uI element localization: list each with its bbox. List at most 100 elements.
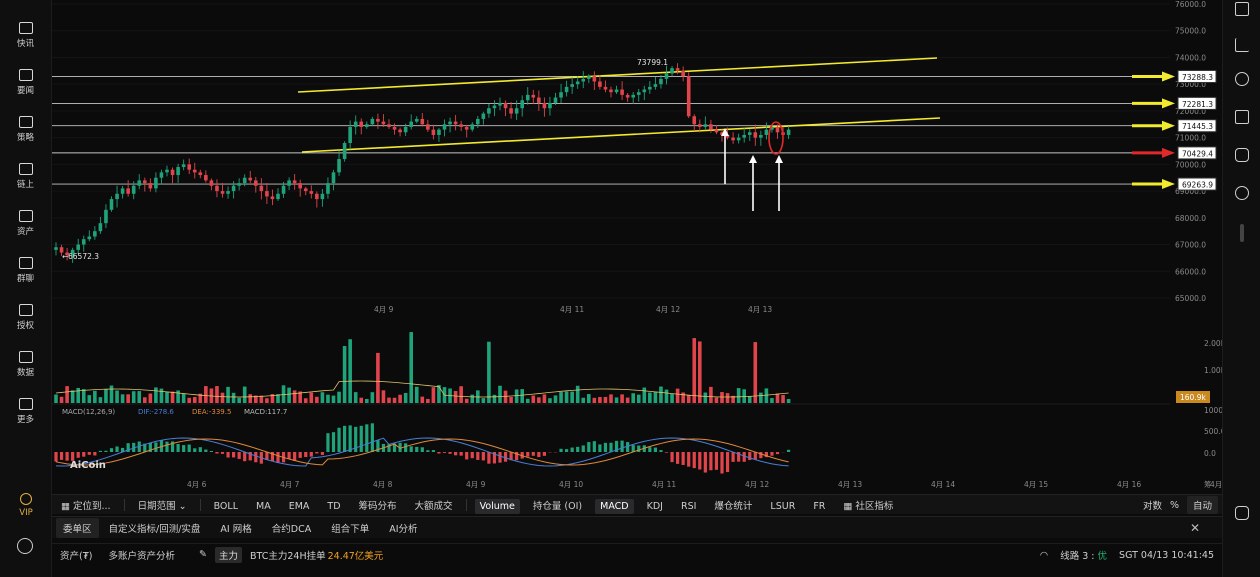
sidebar-item-2[interactable]: 策略 (0, 116, 51, 143)
candle-body[interactable] (254, 180, 258, 186)
candlestick-chart[interactable]: 76000.0 75000.0 74000.0 73000.0 72000.0 71000… (52, 0, 1234, 492)
candle-body[interactable] (575, 81, 580, 85)
candle-body[interactable] (370, 118, 375, 125)
chart-canvas[interactable]: 76000.0 75000.0 74000.0 73000.0 72000.0 71000… (52, 0, 1234, 492)
edit-pencil-icon[interactable]: ✎ (198, 549, 207, 560)
candle-body[interactable] (581, 78, 586, 82)
sidebar-item-6[interactable]: 授权 (0, 304, 51, 331)
candle-body[interactable] (470, 124, 475, 130)
candle-body[interactable] (120, 188, 125, 194)
compass-icon[interactable] (1235, 186, 1249, 200)
candle-body[interactable] (531, 94, 536, 98)
candle-body[interactable] (376, 118, 380, 122)
tab-0[interactable]: 委单区 (56, 517, 99, 538)
candle-body[interactable] (653, 84, 658, 87)
candle-body[interactable] (692, 116, 697, 125)
sub-indicator-6[interactable]: LSUR (770, 500, 796, 512)
candle-body[interactable] (420, 118, 425, 125)
calculator-icon[interactable] (1235, 110, 1249, 124)
sub-indicator-5[interactable]: 爆仓统计 (714, 500, 753, 512)
assistant-bot-icon[interactable] (1235, 506, 1249, 520)
candle-body[interactable] (736, 137, 741, 141)
close-panel-icon[interactable]: ✕ (1189, 521, 1200, 535)
candle-body[interactable] (686, 76, 691, 117)
drawing-tool-icon[interactable] (1235, 72, 1249, 86)
community-indicator-button[interactable]: ▦ 社区指标 (834, 498, 902, 512)
tab-3[interactable]: 合约DCA (271, 523, 312, 535)
candle-body[interactable] (659, 78, 663, 85)
candle-body[interactable] (592, 76, 597, 82)
sidebar-item-1[interactable]: 要闻 (0, 69, 51, 96)
candle-body[interactable] (476, 118, 480, 125)
candle-body[interactable] (337, 159, 341, 173)
candle-body[interactable] (453, 121, 458, 125)
sidebar-item-3[interactable]: 链上 (0, 163, 51, 190)
candle-body[interactable] (720, 132, 724, 135)
trend-line-upper[interactable] (297, 57, 938, 93)
candle-body[interactable] (642, 89, 647, 93)
candle-body[interactable] (93, 231, 97, 237)
candle-body[interactable] (609, 89, 613, 93)
candle-body[interactable] (620, 89, 624, 95)
log-scale-toggle[interactable]: 对数 (1142, 501, 1162, 512)
candle-body[interactable] (559, 92, 563, 98)
candle-body[interactable] (181, 164, 186, 168)
candle-body[interactable] (398, 129, 402, 133)
candle-body[interactable] (170, 169, 175, 176)
sidebar-item-vip[interactable]: VIP (0, 493, 52, 518)
candle-body[interactable] (359, 121, 364, 127)
candle-body[interactable] (598, 81, 602, 87)
candle-body[interactable] (143, 180, 147, 184)
candle-body[interactable] (87, 236, 92, 240)
candle-body[interactable] (326, 183, 330, 194)
bar-chart-icon[interactable] (1235, 38, 1249, 52)
candle-body[interactable] (764, 129, 769, 135)
candle-body[interactable] (265, 191, 269, 197)
candle-body[interactable] (636, 92, 641, 95)
candle-body[interactable] (587, 76, 591, 79)
candle-body[interactable] (570, 84, 574, 87)
candle-body[interactable] (198, 172, 203, 176)
trend-line-lower[interactable] (301, 117, 941, 153)
candle-body[interactable] (714, 129, 719, 133)
candle-body[interactable] (703, 124, 708, 127)
candle-body[interactable] (70, 249, 75, 256)
candle-body[interactable] (137, 180, 142, 186)
clipboard-icon[interactable] (1235, 2, 1249, 16)
sub-indicator-7[interactable]: FR (813, 500, 826, 512)
candle-body[interactable] (348, 126, 352, 143)
candle-body[interactable] (448, 121, 452, 125)
candle-body[interactable] (509, 108, 513, 114)
candle-body[interactable] (176, 167, 180, 176)
candle-body[interactable] (159, 172, 164, 178)
candle-body[interactable] (303, 188, 308, 192)
indicator-2[interactable]: EMA (288, 500, 310, 512)
candle-body[interactable] (320, 193, 325, 200)
candle-body[interactable] (603, 86, 608, 90)
candle-body[interactable] (65, 252, 69, 256)
candle-body[interactable] (76, 244, 80, 250)
candle-body[interactable] (426, 124, 430, 130)
candle-body[interactable] (753, 132, 758, 138)
candle-body[interactable] (309, 191, 314, 194)
candle-body[interactable] (98, 223, 103, 232)
settings-gear-icon[interactable] (17, 538, 33, 554)
candle-body[interactable] (564, 86, 569, 93)
candle-body[interactable] (54, 247, 58, 250)
indicator-3[interactable]: TD (327, 500, 341, 512)
tab-4[interactable]: 组合下单 (331, 523, 370, 535)
candle-body[interactable] (381, 121, 386, 125)
candle-body[interactable] (614, 89, 619, 93)
sub-indicator-1[interactable]: 持仓量 (OI) (532, 500, 583, 512)
sub-indicator-4[interactable]: RSI (680, 500, 697, 512)
collapse-handle-icon[interactable] (1240, 224, 1244, 242)
candle-body[interactable] (431, 129, 436, 135)
candle-body[interactable] (514, 108, 519, 114)
candle-body[interactable] (698, 124, 702, 127)
candle-body[interactable] (409, 121, 413, 127)
candle-body[interactable] (670, 68, 674, 74)
candle-body[interactable] (731, 137, 735, 141)
sidebar-item-4[interactable]: 资产 (0, 210, 51, 237)
candle-body[interactable] (59, 247, 64, 253)
candle-body[interactable] (742, 134, 746, 138)
